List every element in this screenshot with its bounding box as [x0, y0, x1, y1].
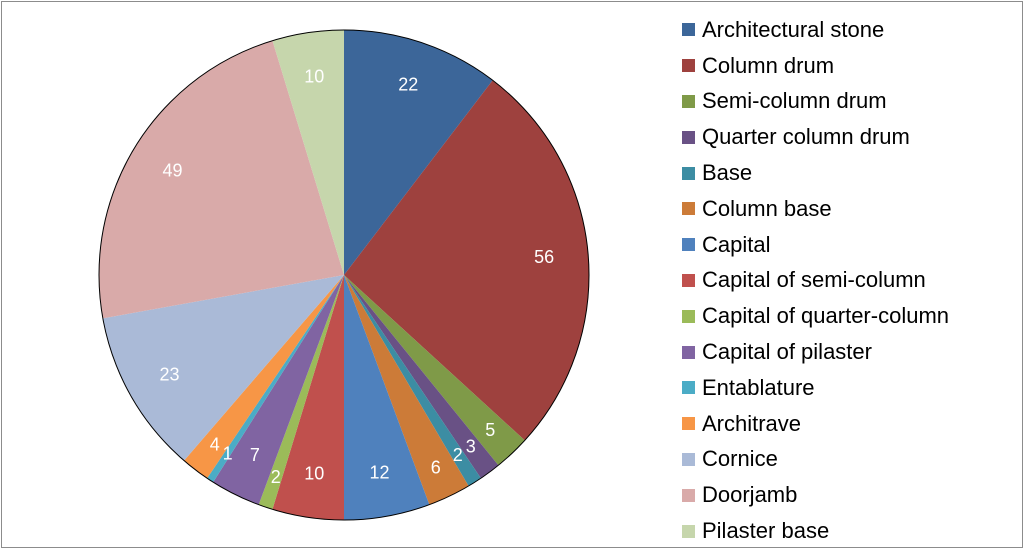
legend-label: Capital of quarter-column: [702, 303, 950, 329]
legend-swatch: [682, 130, 695, 144]
legend-item: Capital of pilaster: [682, 334, 1012, 370]
legend-swatch: [682, 202, 695, 216]
pie-slice-0: [344, 30, 493, 275]
pie-slice-5: [344, 275, 469, 505]
pie-slice-8: [258, 275, 344, 510]
legend-item: Architrave: [682, 406, 1012, 442]
legend-label: Column drum: [702, 52, 835, 78]
pie-slice-14: [272, 30, 344, 275]
data-label-5: 6: [431, 457, 441, 477]
legend-item: Capital of quarter-column: [682, 298, 1012, 334]
legend-label: Entablature: [702, 374, 815, 400]
legend-item: Column drum: [682, 48, 1012, 84]
pie-slice-7: [272, 275, 344, 520]
legend-label: Base: [702, 160, 753, 186]
data-label-7: 10: [304, 464, 324, 484]
data-label-0: 22: [398, 75, 418, 95]
legend-item: Quarter column drum: [682, 119, 1012, 155]
legend-item: Capital: [682, 227, 1012, 263]
pie-slice-6: [344, 275, 430, 520]
pie-slice-9: [213, 275, 344, 505]
legend-label: Architrave: [702, 410, 802, 436]
data-label-12: 23: [159, 365, 179, 385]
legend-label: Architectural stone: [702, 16, 885, 42]
legend-item: Pilaster base: [682, 513, 1012, 549]
legend-swatch: [682, 345, 695, 359]
data-label-3: 3: [466, 436, 476, 456]
pie-slice-4: [344, 275, 481, 486]
data-label-2: 5: [485, 420, 495, 440]
data-label-4: 2: [453, 445, 463, 465]
data-label-11: 4: [210, 434, 220, 454]
legend-item: Column base: [682, 191, 1012, 227]
legend-label: Pilaster base: [702, 518, 830, 544]
pie-slice-13: [98, 40, 344, 319]
legend-item: Architectural stone: [682, 12, 1012, 48]
legend-label: Capital of semi-column: [702, 267, 926, 293]
legend-item: Doorjamb: [682, 477, 1012, 513]
legend-swatch: [682, 23, 695, 37]
legend-swatch: [682, 166, 695, 180]
data-label-9: 7: [250, 445, 260, 465]
legend-item: Base: [682, 155, 1012, 191]
legend-label: Column base: [702, 195, 832, 221]
legend-label: Capital: [702, 231, 771, 257]
legend-swatch: [682, 59, 695, 73]
legend-label: Doorjamb: [702, 482, 798, 508]
legend-label: Semi-column drum: [702, 88, 887, 114]
legend-swatch: [682, 417, 695, 431]
legend-swatch: [682, 381, 695, 395]
legend-label: Quarter column drum: [702, 124, 910, 150]
data-label-10: 1: [223, 444, 233, 464]
legend-swatch: [682, 94, 695, 108]
legend-swatch: [682, 238, 695, 252]
pie-slice-2: [344, 275, 525, 466]
legend-swatch: [682, 488, 695, 502]
pie-outline: [98, 29, 590, 521]
data-label-14: 10: [304, 66, 324, 86]
data-label-13: 49: [162, 160, 182, 180]
legend-label: Capital of pilaster: [702, 339, 872, 365]
pie-slice-12: [102, 275, 344, 461]
pie-slice-3: [344, 275, 499, 479]
legend-item: Semi-column drum: [682, 84, 1012, 120]
pie-slice-10: [207, 275, 344, 483]
pie-slice-11: [184, 275, 344, 479]
data-label-1: 56: [534, 247, 554, 267]
legend-swatch: [682, 524, 695, 538]
legend-swatch: [682, 452, 695, 466]
data-label-6: 12: [369, 463, 389, 483]
pie-slice-1: [344, 80, 590, 441]
legend-swatch: [682, 309, 695, 323]
legend-swatch: [682, 273, 695, 287]
legend-item: Cornice: [682, 442, 1012, 478]
data-label-8: 2: [271, 467, 281, 487]
legend-item: Capital of semi-column: [682, 263, 1012, 299]
legend-item: Entablature: [682, 370, 1012, 406]
legend-label: Cornice: [702, 446, 778, 472]
legend: Architectural stone Column drum Semi-colum…: [682, 12, 1012, 549]
